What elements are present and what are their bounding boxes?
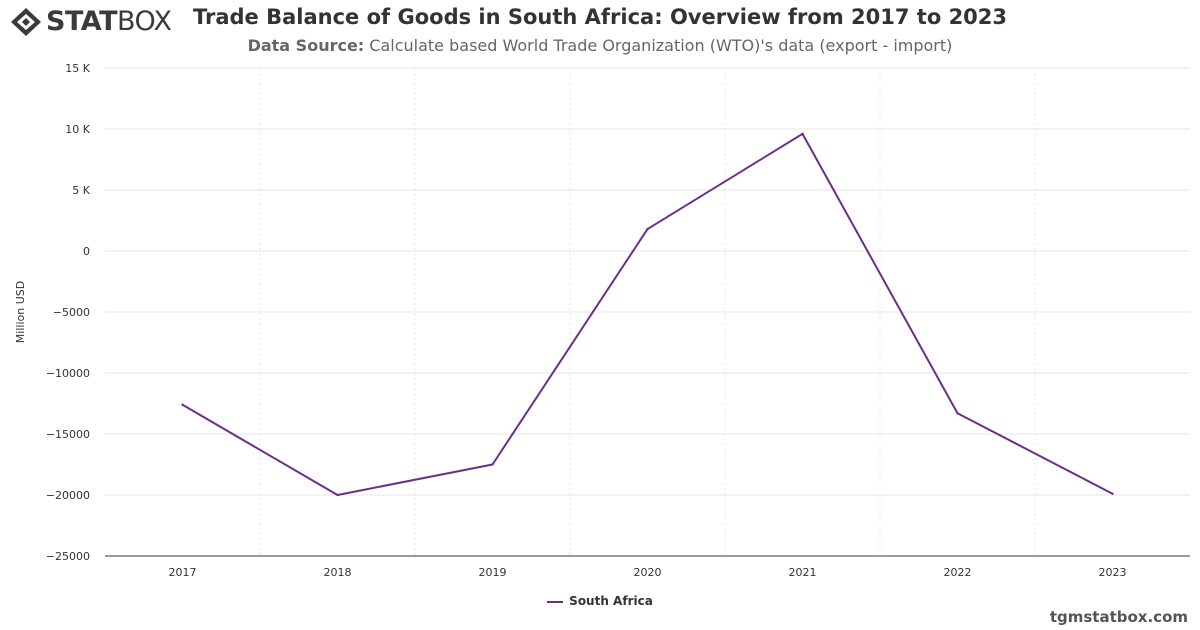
data-point [181,403,184,406]
y-tick-label: −20000 [46,489,90,502]
data-point [491,463,494,466]
grid-layer [105,67,1190,556]
logo-wordmark-light: BOX [116,6,172,37]
x-tick-label: 2023 [1099,566,1127,579]
series-line-south-africa [181,132,1113,496]
x-tick-label: 2020 [634,566,662,579]
y-tick-label: −25000 [46,550,90,563]
x-tick-label: 2021 [789,566,817,579]
y-tick-label: −10000 [46,367,90,380]
x-tick-label: 2019 [479,566,507,579]
y-tick-label: 10 K [65,123,90,136]
x-tick-label: 2017 [169,566,197,579]
subtitle-text: Calculate based World Trade Organization… [369,36,953,55]
data-point [1111,492,1114,495]
subtitle-label: Data Source: [247,36,365,55]
axis-layer: 15 K 10 K 5 K 0 −5000 −10000 −15000 −20000 −2500… [46,62,1190,579]
watermark: tgmstatbox.com [1049,608,1188,626]
chart-subtitle: Data Source: Calculate based World Trade… [0,36,1200,55]
series-layer [181,132,1114,497]
y-tick-label: −5000 [53,306,90,319]
data-point [956,412,959,415]
logo-wordmark-bold: STAT [46,6,117,37]
logo-wordmark: STATBOX [46,6,172,38]
legend-label-south-africa: South Africa [569,594,653,608]
legend-swatch [547,600,564,603]
statbox-logo[interactable]: STATBOX [10,6,172,38]
data-point [646,227,649,231]
x-tick-label: 2022 [944,566,972,579]
y-axis-label: Million USD [14,281,27,343]
y-tick-label: 5 K [72,184,90,197]
data-point [801,132,804,136]
statbox-logo-icon [11,8,41,36]
y-tick-label: 15 K [65,62,90,75]
y-tick-label: −15000 [46,428,90,441]
chart-legend[interactable]: South Africa [0,594,1200,608]
data-point [336,493,339,497]
y-tick-label: 0 [83,245,90,258]
chart-title: Trade Balance of Goods in South Africa: … [192,5,1008,29]
x-tick-label: 2018 [324,566,352,579]
